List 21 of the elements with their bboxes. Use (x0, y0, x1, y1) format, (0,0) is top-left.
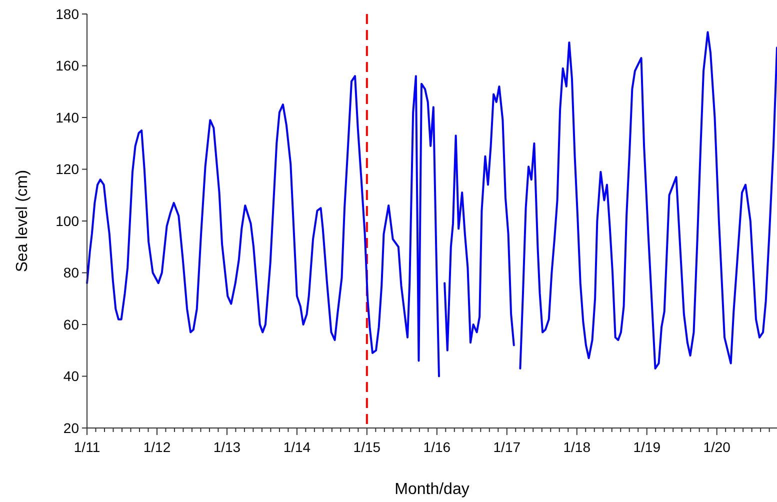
y-axis-title: Sea level (cm) (14, 170, 31, 272)
y-tick-label: 120 (56, 161, 80, 178)
y-tick-label: 100 (56, 212, 80, 229)
y-tick-label: 140 (56, 109, 80, 126)
x-axis-title: Month/day (394, 481, 470, 498)
y-tick-label: 80 (63, 264, 80, 281)
x-tick-label: 1/16 (423, 439, 451, 455)
x-tick-label: 1/18 (563, 439, 591, 455)
x-tick-label: 1/17 (493, 439, 521, 455)
y-tick-label: 20 (63, 420, 80, 436)
x-tick-label: 1/11 (74, 439, 100, 455)
x-tick-label: 1/13 (213, 439, 241, 455)
y-tick-label: 60 (63, 316, 80, 332)
x-tick-label: 1/12 (143, 439, 171, 455)
y-tick-label: 160 (56, 58, 80, 74)
x-tick-label: 1/15 (353, 439, 381, 455)
x-tick-label: 1/19 (633, 439, 661, 455)
y-tick-label: 40 (63, 368, 80, 384)
x-tick-label: 1/20 (703, 439, 731, 455)
x-tick-label: 1/14 (283, 439, 311, 455)
y-tick-label: 180 (56, 6, 80, 22)
